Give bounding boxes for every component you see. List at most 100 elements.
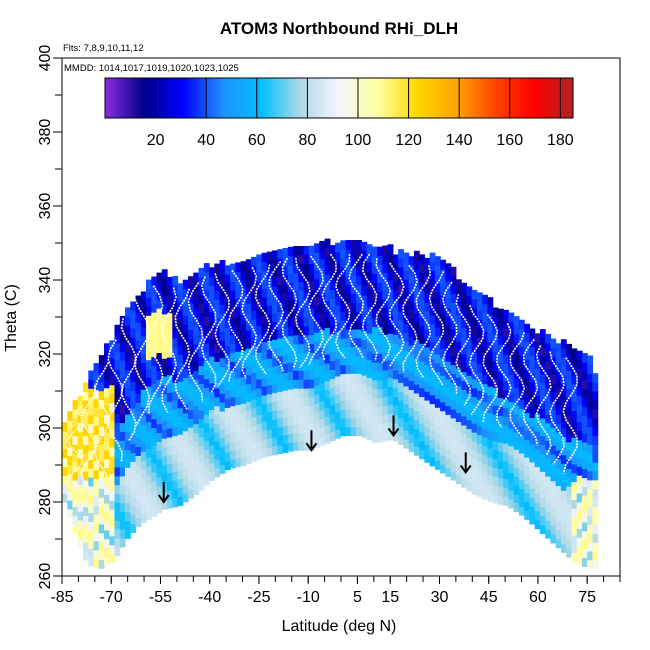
heatmap-cell	[219, 260, 226, 270]
heatmap-cell	[324, 416, 331, 426]
heatmap-cell	[293, 246, 299, 256]
heatmap-cell	[98, 550, 105, 560]
heatmap-cell	[235, 324, 242, 334]
heatmap-cell	[545, 378, 552, 388]
heatmap-cell	[550, 454, 557, 464]
heatmap-cell	[366, 270, 373, 281]
heatmap-cell	[371, 282, 378, 292]
heatmap-cell	[98, 372, 105, 383]
flight-track	[455, 293, 471, 406]
heatmap-cell	[119, 484, 126, 495]
heatmap-cell	[308, 387, 315, 398]
heatmap-cell	[77, 537, 84, 548]
heatmap-cell	[177, 496, 184, 506]
colorbar-tick-label: 180	[547, 132, 574, 149]
heatmap-cell	[518, 417, 525, 427]
heatmap-cell	[466, 295, 473, 305]
heatmap-cell	[592, 542, 599, 552]
heatmap-cell	[482, 428, 488, 438]
heatmap-cell	[329, 280, 336, 291]
flight-track	[375, 258, 392, 364]
heatmap-cell	[235, 440, 242, 450]
arrow-head	[157, 494, 170, 504]
x-axis: -85 -70 -55 -40 -25 -10 5 15 30 45 60 75	[50, 576, 621, 606]
heatmap-cell	[203, 369, 210, 380]
heatmap-cell	[287, 317, 294, 328]
heatmap-cell	[277, 320, 284, 330]
heatmap-cell	[314, 323, 320, 333]
heatmap-cell	[366, 261, 373, 272]
heatmap-cell	[98, 488, 105, 498]
heatmap-cell	[188, 436, 194, 446]
heatmap-cell	[219, 357, 226, 368]
heatmap-cell	[219, 393, 226, 403]
heatmap-cell	[445, 458, 452, 469]
heatmap-cell	[445, 449, 452, 460]
heatmap-cell	[555, 441, 562, 451]
heatmap-cell	[240, 323, 247, 333]
heatmap-cell	[340, 364, 347, 375]
heatmap-cell	[539, 435, 546, 446]
heatmap-cell	[193, 485, 200, 496]
heatmap-cell	[203, 307, 210, 317]
heatmap-cell	[545, 502, 552, 513]
heatmap-cell	[167, 330, 173, 340]
heatmap-cell	[230, 370, 236, 380]
heatmap-cell	[434, 416, 441, 426]
heatmap-cell	[214, 343, 221, 353]
heatmap-cell	[461, 282, 467, 293]
heatmap-cell	[377, 353, 383, 363]
heatmap-cell	[203, 476, 210, 486]
heatmap-cell	[214, 432, 221, 442]
heatmap-cell	[230, 405, 236, 416]
heatmap-cell	[545, 369, 552, 379]
heatmap-cell	[146, 421, 152, 432]
heatmap-cell	[560, 472, 567, 482]
heatmap-cell	[298, 317, 305, 327]
heatmap-cell	[303, 361, 310, 371]
heatmap-cell	[167, 357, 173, 367]
heatmap-cell	[245, 374, 252, 385]
heatmap-cell	[209, 320, 215, 331]
heatmap-cell	[272, 410, 278, 420]
heatmap-cell	[193, 343, 200, 354]
heatmap-cell	[125, 511, 131, 522]
heatmap-cell	[366, 315, 373, 325]
heatmap-cell	[508, 374, 515, 385]
heatmap-cell	[93, 505, 100, 515]
heatmap-cell	[198, 427, 205, 438]
heatmap-cell	[287, 442, 294, 452]
heatmap-cell	[156, 405, 163, 416]
heatmap-cell	[398, 320, 404, 330]
heatmap-cell	[445, 263, 452, 273]
heatmap-cell	[214, 450, 221, 460]
heatmap-cell	[529, 408, 536, 418]
heatmap-cell	[319, 312, 326, 322]
heatmap-cell	[529, 452, 536, 463]
heatmap-cell	[587, 453, 594, 463]
heatmap-cell	[592, 479, 599, 490]
heatmap-cell	[177, 292, 184, 302]
heatmap-cell	[230, 263, 236, 274]
heatmap-cell	[371, 335, 378, 345]
heatmap-cell	[508, 481, 515, 491]
heatmap-cell	[382, 405, 389, 415]
heatmap-cell	[529, 435, 536, 445]
heatmap-cell	[539, 471, 546, 481]
heatmap-cell	[146, 448, 152, 458]
flight-track	[402, 264, 418, 373]
heatmap-cell	[224, 380, 231, 391]
heatmap-cell	[177, 398, 184, 409]
heatmap-cell	[214, 379, 221, 389]
heatmap-cell	[340, 426, 347, 437]
heatmap-cell	[476, 345, 483, 356]
heatmap-cell	[161, 464, 168, 475]
heatmap-cell	[235, 280, 242, 290]
heatmap-cell	[455, 305, 462, 316]
heatmap-cell	[198, 276, 205, 287]
heatmap-cell	[413, 259, 420, 270]
heatmap-cell	[539, 444, 546, 455]
y-tick-label: 400	[37, 45, 54, 72]
heatmap-cell	[156, 468, 163, 478]
heatmap-cell	[408, 318, 415, 328]
